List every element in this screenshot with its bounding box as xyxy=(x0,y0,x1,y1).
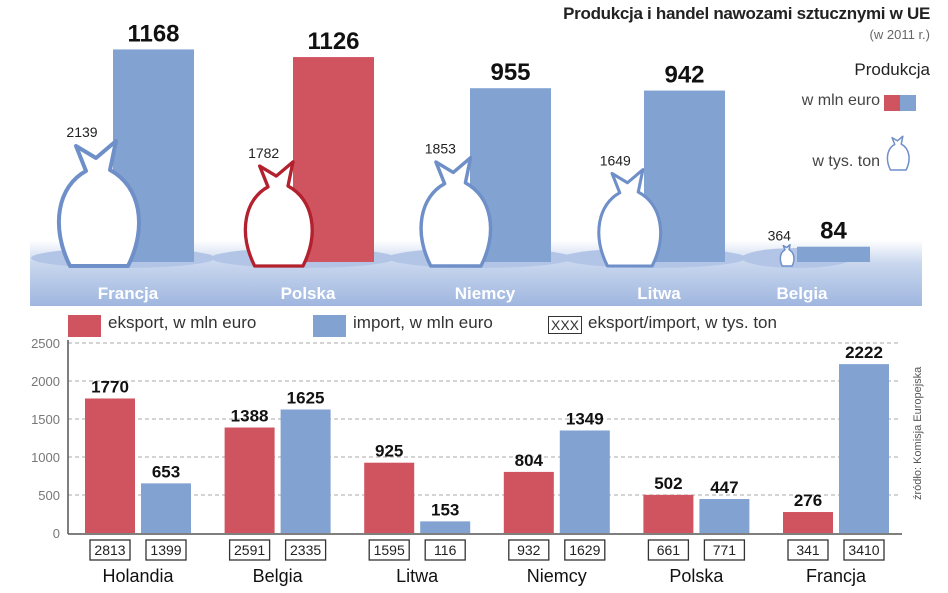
production-value-label: 955 xyxy=(490,59,530,86)
export-bar xyxy=(503,471,554,533)
export-tons-label: 341 xyxy=(796,542,820,558)
import-value-label: 1349 xyxy=(566,409,604,428)
production-value-label: 942 xyxy=(664,62,704,89)
export-bar xyxy=(643,494,694,533)
country-label-bottom: Francja xyxy=(806,566,867,586)
export-tons-label: 661 xyxy=(657,542,681,558)
tons-box xyxy=(703,539,746,561)
legend-red-swatch xyxy=(884,95,900,111)
production-tons-label: 2139 xyxy=(66,124,97,140)
production-tons-label: 1853 xyxy=(425,141,456,157)
export-value-label: 925 xyxy=(375,442,403,461)
tons-box xyxy=(145,539,187,561)
tons-box xyxy=(228,539,271,561)
export-bar xyxy=(85,398,135,533)
export-bar xyxy=(364,462,415,533)
import-value-label: 653 xyxy=(152,462,180,481)
export-value-label: 804 xyxy=(515,451,544,470)
production-tons-label: 1649 xyxy=(600,153,631,169)
production-value-label: 1126 xyxy=(307,28,359,55)
country-label-top: Litwa xyxy=(637,284,681,303)
import-tons-label: 3410 xyxy=(848,542,879,558)
import-bar xyxy=(559,430,610,533)
export-tons-label: 932 xyxy=(517,542,541,558)
import-bar xyxy=(699,499,750,533)
import-tons-label: 2335 xyxy=(290,542,321,558)
import-tons-label: 1399 xyxy=(150,542,181,558)
tons-box xyxy=(843,539,885,561)
tons-box xyxy=(424,539,466,561)
country-label-top: Francja xyxy=(98,284,159,303)
legend-import-swatch xyxy=(313,315,346,337)
import-bar xyxy=(839,364,889,533)
export-value-label: 1770 xyxy=(91,377,129,396)
country-label-bottom: Niemcy xyxy=(527,566,587,586)
tons-box xyxy=(647,539,690,561)
import-tons-label: 116 xyxy=(434,542,457,558)
y-tick-label: 0 xyxy=(53,526,60,541)
legend-box-sample: XXX xyxy=(548,316,583,334)
country-label-bottom: Belgia xyxy=(253,566,304,586)
production-bar-belgia xyxy=(797,246,870,262)
tons-box xyxy=(284,539,327,561)
export-tons-label: 2591 xyxy=(234,542,265,558)
sack-icon xyxy=(419,155,493,268)
legend-tons-label: w tys. ton xyxy=(812,153,880,170)
import-value-label: 2222 xyxy=(845,343,883,362)
country-label-bottom: Holandia xyxy=(102,566,174,586)
y-tick-label: 1500 xyxy=(31,412,60,427)
y-tick-label: 2500 xyxy=(31,336,60,351)
chart-title: Produkcja i handel nawozami sztucznymi w… xyxy=(563,4,930,23)
country-label-bottom: Litwa xyxy=(396,566,439,586)
import-tons-label: 771 xyxy=(713,542,737,558)
production-value-label: 84 xyxy=(820,218,847,245)
import-value-label: 153 xyxy=(431,500,459,519)
chart-subtitle: (w 2011 r.) xyxy=(869,27,930,42)
export-value-label: 502 xyxy=(654,474,682,493)
tons-box xyxy=(787,539,829,561)
export-tons-label: 2813 xyxy=(94,542,125,558)
country-label-top: Polska xyxy=(281,284,336,303)
y-tick-label: 2000 xyxy=(31,374,60,389)
source-note: źródło: Komisja Europejska xyxy=(912,366,924,500)
sack-icon xyxy=(597,168,663,268)
export-value-label: 1388 xyxy=(231,407,269,426)
tons-box xyxy=(564,539,606,561)
legend-production-title: Produkcja xyxy=(854,60,930,79)
country-label-top: Niemcy xyxy=(455,284,516,303)
import-bar xyxy=(420,521,471,533)
legend-sack-icon xyxy=(886,135,910,171)
country-label-bottom: Polska xyxy=(669,566,724,586)
export-bar xyxy=(224,427,275,533)
sack-icon xyxy=(243,160,314,268)
legend-blue-swatch xyxy=(900,95,916,111)
y-tick-label: 500 xyxy=(38,488,60,503)
export-tons-label: 1595 xyxy=(374,542,405,558)
import-value-label: 1625 xyxy=(287,389,325,408)
legend-export-swatch xyxy=(68,315,101,337)
tons-box xyxy=(89,539,131,561)
production-value-label: 1168 xyxy=(127,20,179,47)
legend-euro-label: w mln euro xyxy=(801,92,880,109)
y-tick-label: 1000 xyxy=(31,450,60,465)
import-bar xyxy=(280,409,331,533)
production-tons-label: 364 xyxy=(768,228,792,244)
tons-box xyxy=(508,539,550,561)
import-bar xyxy=(141,483,191,533)
import-value-label: 447 xyxy=(710,478,738,497)
sack-icon xyxy=(56,139,141,268)
legend-box-label: eksport/import, w tys. ton xyxy=(588,313,777,332)
legend-export-label: eksport, w mln euro xyxy=(108,313,257,332)
export-bar xyxy=(783,512,833,533)
legend-import-label: import, w mln euro xyxy=(353,313,493,332)
import-tons-label: 1629 xyxy=(569,542,600,558)
production-tons-label: 1782 xyxy=(248,145,279,161)
export-value-label: 276 xyxy=(794,491,822,510)
tons-box xyxy=(368,539,410,561)
country-label-top: Belgia xyxy=(776,284,828,303)
sack-icon xyxy=(779,243,795,267)
